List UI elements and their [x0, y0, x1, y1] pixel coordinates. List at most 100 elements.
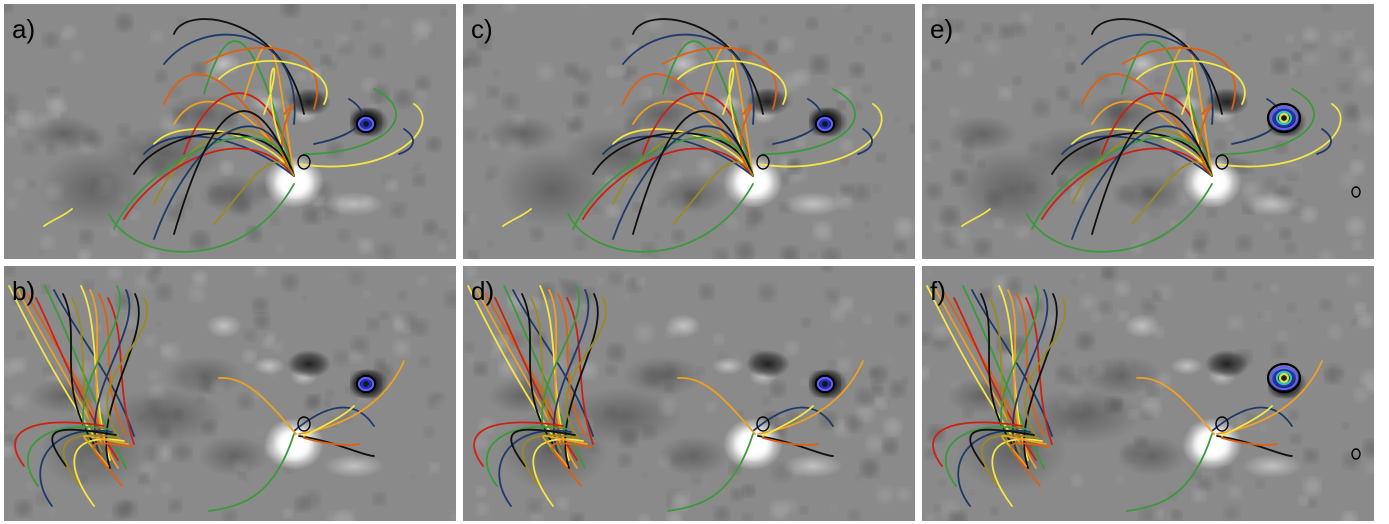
polarity-region: [957, 149, 1067, 229]
magnetogram-speckle: [4, 442, 14, 457]
magnetogram-speckle: [427, 137, 441, 151]
field-line: [857, 128, 873, 155]
magnetogram-speckle: [1270, 284, 1279, 293]
magnetogram-speckle: [1020, 12, 1033, 25]
magnetogram-speckle: [155, 71, 167, 83]
field-line: [1216, 103, 1342, 168]
field-line: [1136, 60, 1246, 105]
magnetogram-speckle: [397, 290, 407, 300]
magnetogram-speckle: [714, 506, 730, 521]
field-line: [762, 88, 856, 155]
magnetogram-speckle: [617, 66, 627, 76]
magnetogram-speckle: [809, 252, 817, 259]
magnetogram-speckle: [116, 14, 133, 31]
magnetogram-speckle: [482, 134, 490, 142]
magnetogram-speckle: [158, 181, 164, 187]
panel-4: d): [463, 266, 915, 521]
magnetogram-speckle: [837, 357, 852, 372]
magnetogram-speckle: [476, 503, 489, 515]
magnetogram-speckle: [220, 161, 234, 175]
field-line: [1071, 125, 1213, 240]
magnetogram-speckle: [1115, 281, 1130, 296]
magnetogram-speckle: [713, 334, 724, 344]
magnetogram-speckle: [532, 332, 547, 347]
contour-line: [819, 118, 831, 130]
magnetogram-speckle: [1052, 49, 1061, 57]
magnetogram-speckle: [863, 26, 873, 35]
magnetogram-speckle: [800, 506, 809, 514]
magnetogram-speckle: [922, 366, 929, 380]
field-line: [1016, 293, 1045, 437]
magnetogram-speckle: [395, 321, 404, 329]
magnetogram-speckle: [1278, 331, 1288, 341]
magnetogram-speckle: [565, 63, 578, 77]
magnetogram-speckle: [645, 14, 663, 31]
field-line: [1010, 442, 1051, 487]
magnetogram-speckle: [156, 284, 172, 301]
magnetogram-speckle: [822, 248, 840, 259]
magnetogram-speckle: [530, 227, 544, 241]
magnetogram-speckle: [1234, 40, 1240, 46]
magnetogram-speckle: [1016, 226, 1029, 239]
contour-line: [360, 118, 372, 130]
contour-line: [360, 378, 372, 390]
magnetogram-speckle: [324, 399, 331, 407]
magnetogram-speckle: [1069, 99, 1084, 114]
magnetogram-speckle: [786, 411, 800, 425]
field-line: [1071, 129, 1213, 205]
field-line: [14, 421, 105, 467]
magnetogram-speckle: [1138, 506, 1157, 521]
magnetogram-speckle: [301, 296, 307, 301]
magnetogram-speckle: [624, 275, 630, 281]
magnetogram-speckle: [466, 214, 476, 224]
magnetogram-speckle: [933, 32, 939, 38]
magnetogram-speckle: [320, 55, 331, 66]
magnetogram-speckle: [934, 504, 941, 512]
magnetogram-speckle: [156, 321, 162, 327]
magnetogram-speckle: [895, 218, 914, 237]
magnetogram-speckle: [79, 229, 94, 244]
magnetogram-speckle: [969, 489, 975, 495]
magnetogram-speckle: [638, 515, 650, 521]
magnetogram-speckle: [1272, 343, 1287, 358]
magnetogram-speckle: [246, 226, 262, 242]
magnetogram-speckle: [582, 4, 588, 9]
magnetogram-speckle: [411, 319, 428, 336]
magnetogram-speckle: [144, 443, 162, 461]
magnetogram-speckle: [856, 403, 875, 422]
polarity-region: [783, 454, 843, 478]
magnetogram-speckle: [463, 128, 477, 143]
magnetogram-speckle: [985, 40, 1000, 55]
magnetogram-speckle: [882, 439, 898, 455]
magnetogram-speckle: [161, 483, 172, 494]
field-line: [173, 18, 305, 115]
magnetogram-speckle: [559, 278, 569, 288]
magnetogram-speckle: [746, 220, 757, 231]
magnetogram-speckle: [801, 318, 811, 327]
magnetogram-speckle: [1298, 496, 1308, 506]
magnetogram-speckle: [1352, 239, 1363, 250]
magnetogram-speckle: [381, 174, 391, 183]
magnetogram-speckle: [352, 20, 364, 32]
magnetogram-speckle: [7, 198, 18, 210]
magnetogram-speckle: [825, 288, 839, 302]
field-line: [944, 426, 1027, 487]
magnetogram-speckle: [1346, 217, 1365, 236]
magnetogram-speckle: [866, 435, 883, 452]
field-line: [51, 428, 117, 467]
magnetogram-speckle: [369, 43, 385, 59]
magnetogram-speckle: [148, 370, 160, 381]
magnetogram-speckle: [980, 349, 990, 359]
field-line: [757, 103, 883, 168]
magnetogram-speckle: [262, 336, 274, 348]
field-line: [740, 103, 754, 177]
field-line: [1091, 18, 1223, 115]
magnetogram-speckle: [244, 477, 250, 483]
field-line: [667, 433, 754, 512]
magnetogram-speckle: [762, 396, 772, 405]
magnetogram-speckle: [297, 71, 307, 81]
magnetogram-speckle: [1339, 48, 1354, 63]
magnetogram-speckle: [243, 350, 256, 363]
magnetogram-speckle: [373, 492, 386, 506]
magnetogram-speckle: [237, 393, 254, 410]
